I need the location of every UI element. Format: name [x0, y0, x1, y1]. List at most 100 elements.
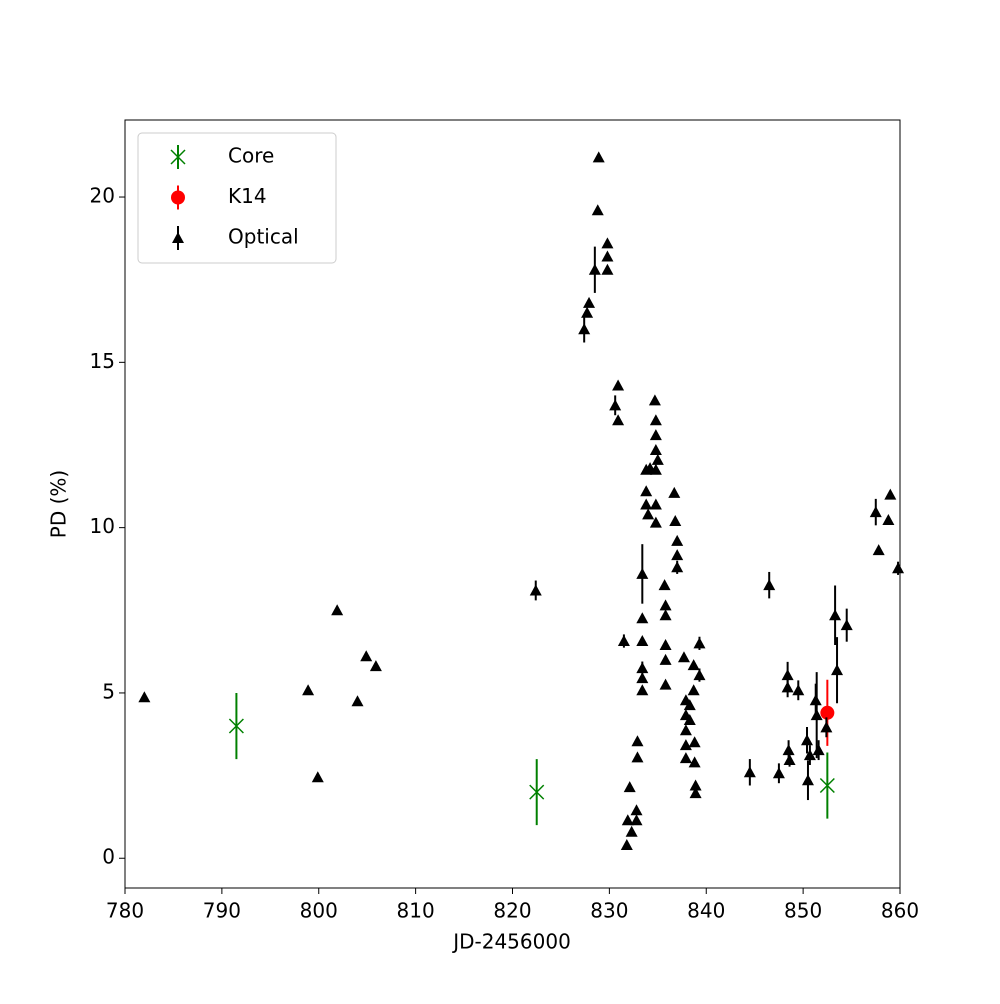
point — [683, 714, 696, 726]
point — [649, 414, 662, 426]
point — [591, 204, 604, 216]
point — [763, 579, 776, 591]
point — [578, 323, 591, 335]
point — [360, 650, 373, 662]
point — [640, 485, 653, 497]
point — [583, 296, 596, 308]
point — [689, 787, 702, 799]
legend-label: Optical — [228, 225, 299, 249]
y-axis-label: PD (%) — [47, 470, 71, 538]
x-tick-label: 790 — [203, 899, 241, 923]
point — [671, 549, 684, 561]
series — [138, 151, 905, 851]
point — [812, 744, 825, 756]
point — [649, 463, 662, 475]
x-tick-label: 820 — [493, 899, 531, 923]
point — [659, 609, 672, 621]
point — [829, 609, 842, 621]
point — [803, 749, 816, 761]
point — [884, 488, 897, 500]
point — [369, 660, 382, 672]
point — [651, 453, 664, 465]
legend-marker — [171, 190, 185, 205]
point — [649, 516, 662, 528]
point — [636, 567, 649, 579]
x-tick-label: 850 — [784, 899, 822, 923]
x-tick-label: 860 — [881, 899, 919, 923]
point — [529, 584, 542, 596]
y-tick-label: 10 — [90, 514, 115, 538]
x-tick-label: 800 — [300, 899, 338, 923]
legend-label: K14 — [228, 184, 267, 208]
point — [792, 684, 805, 696]
point — [772, 767, 785, 779]
point — [820, 721, 833, 733]
point — [630, 804, 643, 816]
point — [743, 766, 756, 778]
point — [689, 779, 702, 791]
point — [659, 678, 672, 690]
point — [581, 306, 594, 318]
point — [781, 669, 794, 681]
point — [620, 839, 633, 851]
point — [679, 724, 692, 736]
x-tick-label: 830 — [590, 899, 628, 923]
point — [636, 672, 649, 684]
point — [831, 664, 844, 676]
point — [649, 429, 662, 441]
point — [671, 561, 684, 573]
point — [820, 705, 835, 720]
legend-marker — [172, 232, 184, 243]
y-tick-label: 15 — [90, 349, 115, 373]
x-axis-label: JD-2456000 — [451, 930, 571, 954]
point — [659, 653, 672, 665]
point — [612, 414, 625, 426]
point — [529, 784, 545, 800]
point — [668, 486, 681, 498]
point — [588, 263, 601, 275]
point — [636, 662, 649, 674]
y-tick-label: 5 — [102, 679, 115, 703]
point — [351, 695, 364, 707]
point — [311, 771, 324, 783]
point — [636, 635, 649, 647]
point — [892, 562, 905, 574]
point — [331, 604, 344, 616]
point — [801, 774, 814, 786]
point — [687, 659, 700, 671]
point — [228, 718, 244, 734]
point — [138, 691, 151, 703]
point — [782, 744, 795, 756]
point — [601, 263, 614, 275]
point — [683, 699, 696, 711]
point — [688, 736, 701, 748]
plot-frame — [124, 119, 901, 889]
point — [677, 651, 690, 663]
point — [693, 637, 706, 649]
point — [783, 754, 796, 766]
point — [609, 399, 622, 411]
point — [872, 544, 885, 556]
point — [621, 814, 634, 826]
point — [688, 756, 701, 768]
point — [840, 619, 853, 631]
point — [630, 814, 643, 826]
series — [228, 692, 835, 826]
point — [679, 739, 692, 751]
y-tick-label: 0 — [102, 845, 115, 869]
point — [649, 498, 662, 510]
point — [687, 684, 700, 696]
point — [601, 250, 614, 262]
point — [625, 825, 638, 837]
point — [658, 579, 671, 591]
legend-box — [137, 132, 337, 264]
point — [601, 237, 614, 249]
point — [671, 534, 684, 546]
point — [869, 506, 882, 518]
point — [649, 443, 662, 455]
point — [640, 498, 653, 510]
point — [636, 684, 649, 696]
point — [592, 151, 605, 163]
point — [801, 734, 813, 746]
